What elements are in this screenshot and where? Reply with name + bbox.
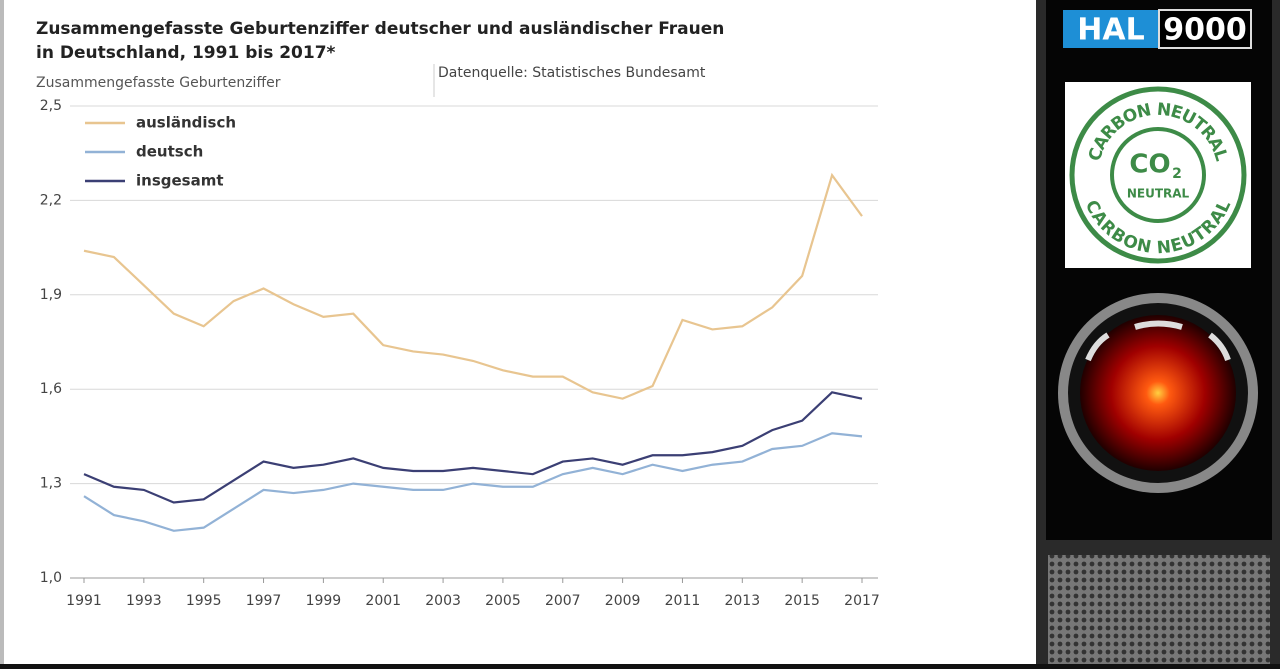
eye-reflection [1085, 332, 1110, 362]
x-tick-label: 2003 [425, 593, 461, 609]
x-tick-label: 2013 [724, 593, 760, 609]
x-tick-label: 1993 [126, 593, 162, 609]
logo-text: 9000 [1163, 13, 1247, 48]
x-tick-label: 2017 [844, 593, 880, 609]
x-tick-label: 2009 [605, 593, 641, 609]
source: Datenquelle: Statistisches Bundesamt [438, 65, 706, 81]
eye [1080, 315, 1236, 471]
left-edge [0, 0, 4, 669]
x-tick-label: 1991 [66, 593, 102, 609]
badge-ring [1069, 86, 1247, 264]
series-line [83, 432, 863, 532]
chart-title: Zusammengefasste Geburtenziffer deutsche… [36, 19, 724, 39]
y-axis-label: Zusammengefasste Geburtenziffer [36, 75, 281, 91]
legend-label: ausländisch [136, 114, 236, 132]
y-tick-label: 1,3 [40, 476, 62, 492]
speaker-grille [1048, 555, 1270, 669]
x-tick-label: 2001 [365, 593, 401, 609]
logo-blue [1063, 10, 1159, 48]
x-tick-label: 2007 [545, 593, 581, 609]
chart-background [0, 0, 1040, 669]
eye-reflection [1208, 332, 1231, 362]
chart-title: in Deutschland, 1991 bis 2017* [36, 43, 336, 63]
series-line [83, 172, 863, 400]
series-line [83, 391, 863, 504]
y-tick-label: 1,0 [40, 570, 62, 586]
x-tick-label: 2015 [784, 593, 820, 609]
legend-label: deutsch [136, 143, 203, 161]
eye-reflection [1134, 320, 1183, 330]
badge-center: CO [1129, 150, 1170, 180]
y-tick-label: 1,9 [40, 287, 62, 303]
x-tick-label: 1997 [246, 593, 282, 609]
badge-inner-ring [1110, 127, 1206, 223]
logo-black [1158, 9, 1252, 49]
logo-text: HAL [1077, 13, 1144, 48]
x-tick-label: 2005 [485, 593, 521, 609]
badge-subscript: 2 [1172, 166, 1182, 182]
bottom-bar [0, 664, 1280, 669]
x-tick-label: 2011 [665, 593, 701, 609]
badge-label: NEUTRAL [1127, 187, 1190, 201]
legend-label: insgesamt [136, 172, 224, 190]
x-tick-label: 1999 [306, 593, 342, 609]
y-tick-label: 2,2 [40, 192, 62, 208]
plot: 1,0 1,3 1,6 1,9 2,2 2,5 1991 1993 1995 1997 1999 20… [40, 98, 880, 609]
y-tick-label: 1,6 [40, 381, 62, 397]
y-tick-label: 2,5 [40, 98, 62, 114]
x-tick-label: 1995 [186, 593, 222, 609]
